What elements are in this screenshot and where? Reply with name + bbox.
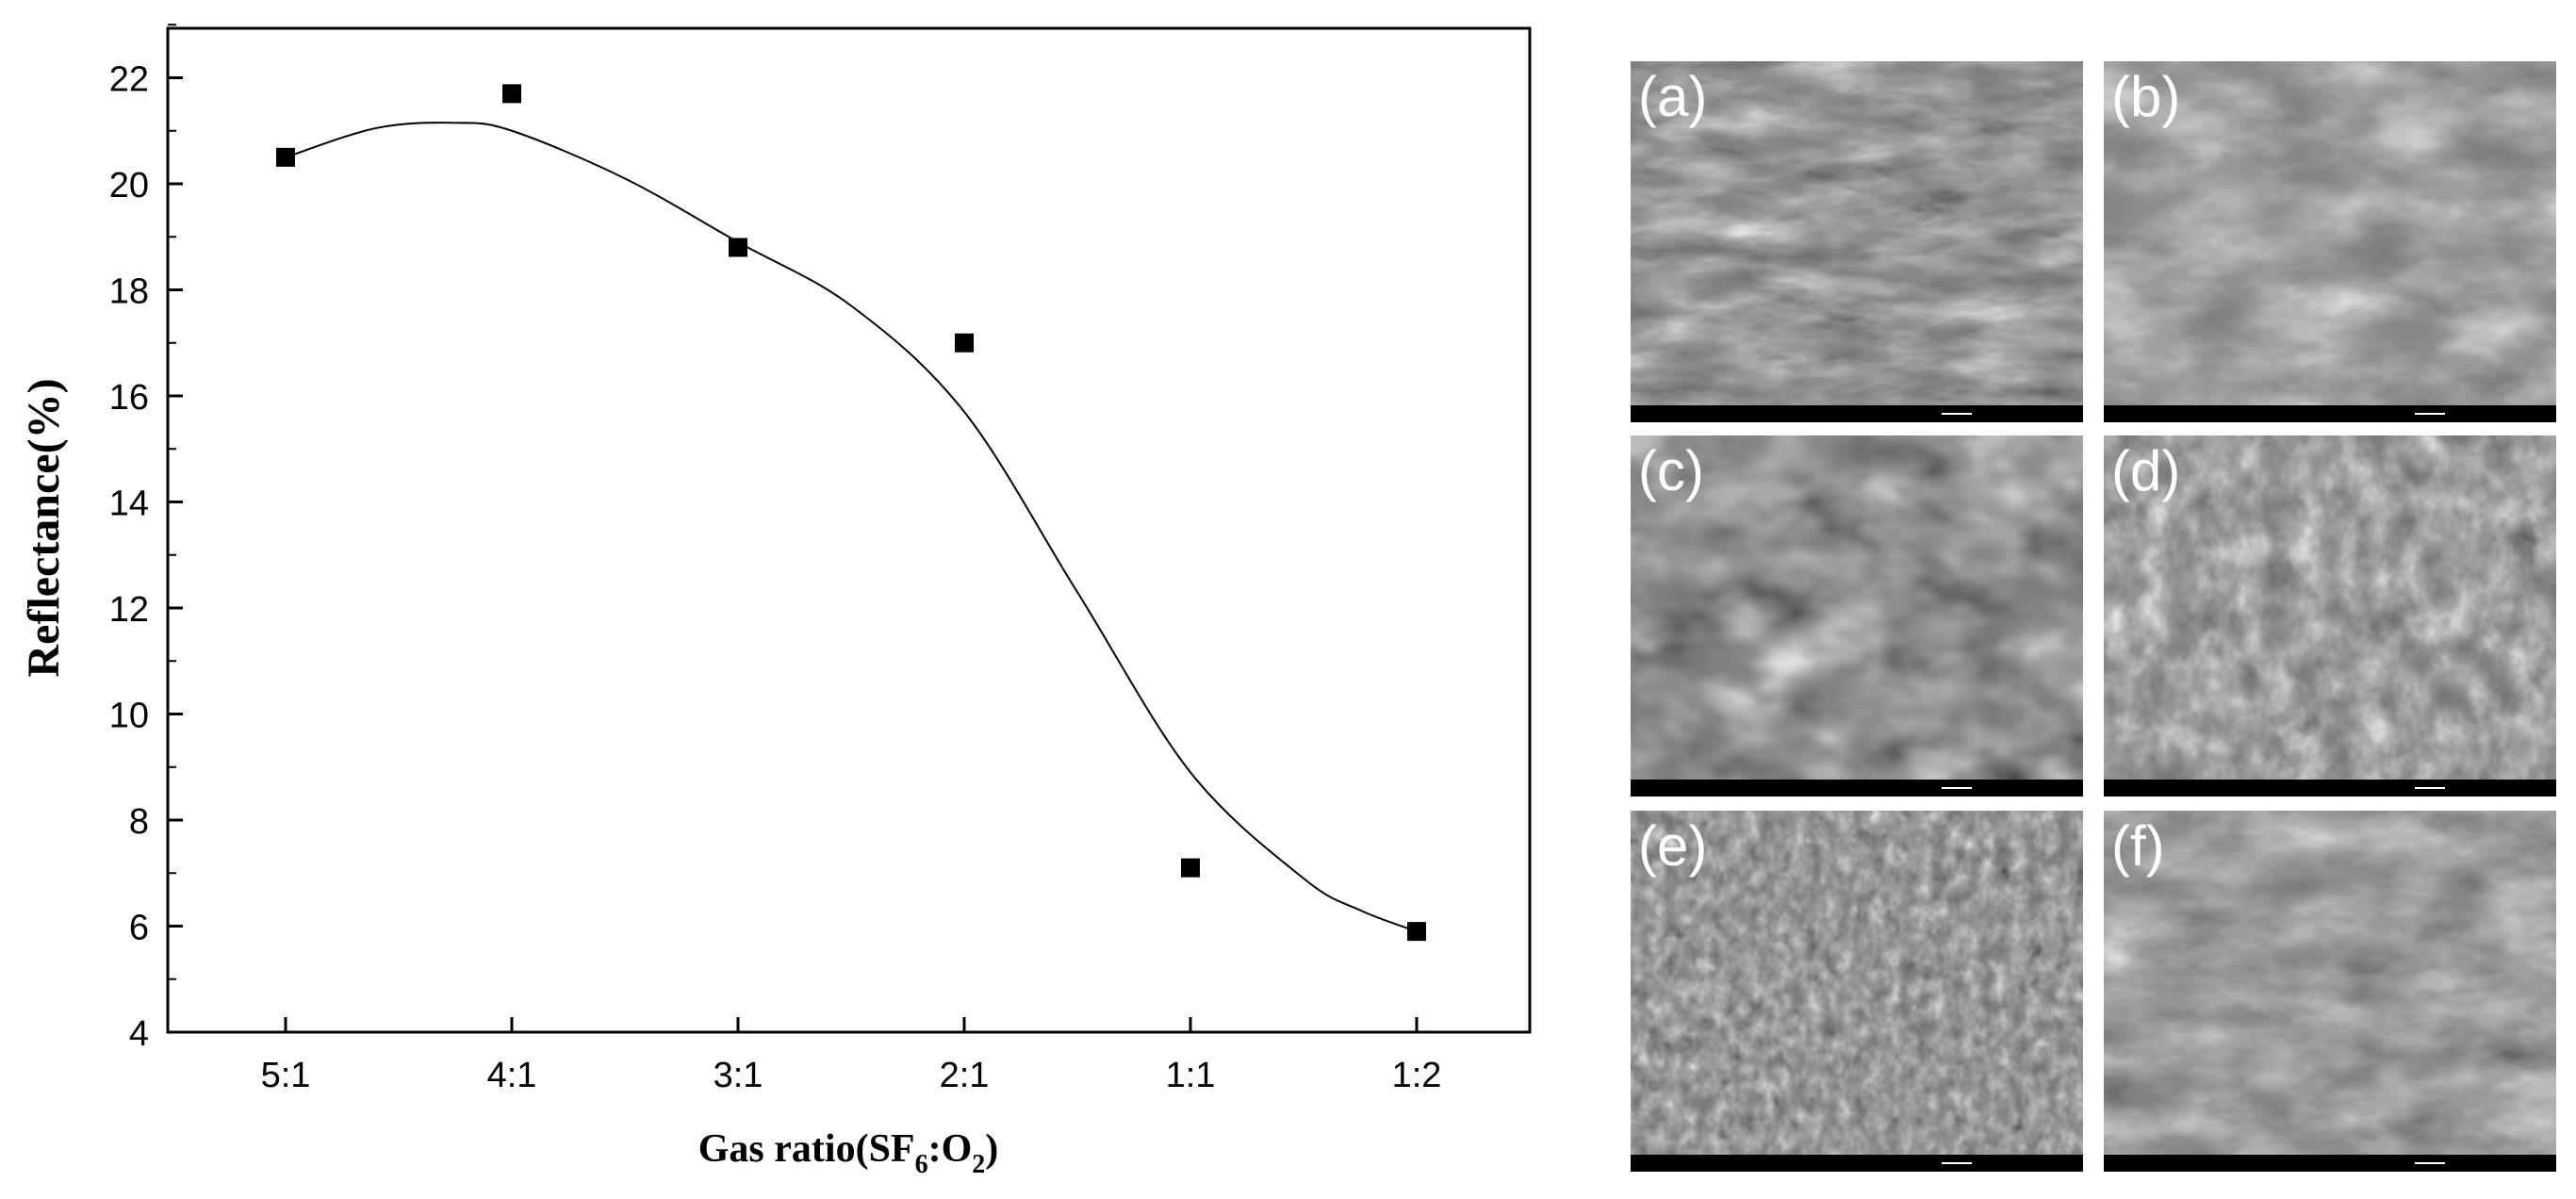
sem-scale-bar-strip bbox=[1631, 780, 2083, 797]
data-points-layer bbox=[276, 84, 1426, 942]
sem-panel: (b) bbox=[2104, 61, 2556, 422]
sem-scale-bar-strip bbox=[2104, 405, 2556, 422]
panel-label: (e) bbox=[1638, 814, 1707, 878]
sem-scale-bar-strip bbox=[1631, 1155, 2083, 1172]
data-point bbox=[276, 147, 295, 167]
x-axis-title-part: ) bbox=[985, 1127, 998, 1171]
sem-panel: (e) bbox=[1631, 811, 2083, 1172]
data-point bbox=[1407, 922, 1426, 942]
y-axis: 4 6 8 10 12 14 16 18 20 22 bbox=[109, 24, 183, 1054]
sem-micrograph-dense-pyramids bbox=[2104, 435, 2556, 780]
y-tick-label: 18 bbox=[109, 272, 149, 312]
sem-panel: (a) bbox=[1631, 61, 2083, 422]
panel-label: (a) bbox=[1638, 65, 1707, 128]
y-axis-title: Reflectance(%) bbox=[19, 378, 69, 677]
y-tick-label: 22 bbox=[109, 60, 149, 100]
y-tick-label: 10 bbox=[109, 697, 149, 736]
sem-scale-bar-strip bbox=[2104, 780, 2556, 797]
sem-micrograph-broad-cones bbox=[2104, 61, 2556, 405]
x-axis-title-part: Gas ratio(SF bbox=[698, 1127, 915, 1171]
fit-curve bbox=[285, 122, 1418, 933]
y-tick-label: 4 bbox=[129, 1014, 149, 1054]
sem-micrograph-broad-pyramids bbox=[2104, 811, 2556, 1155]
sem-scale-bar-strip bbox=[2104, 1155, 2556, 1172]
sem-image-grid: (a) (b) (c) (d) (e) (f) bbox=[1631, 61, 2556, 1172]
sem-micrograph-fine-spikes bbox=[1631, 811, 2083, 1155]
fit-curve-layer bbox=[285, 122, 1418, 933]
panel-label: (b) bbox=[2111, 65, 2180, 128]
x-tick-label: 1:1 bbox=[1166, 1056, 1216, 1095]
reflectance-chart: 4 6 8 10 12 14 16 18 20 22 5:1 4:1 3:1 2:1 1:1 1:2 Ref… bbox=[19, 24, 1532, 1179]
x-axis-title: Gas ratio(SF6:O2) bbox=[698, 1127, 998, 1179]
sem-panel: (c) bbox=[1631, 435, 2083, 797]
sem-panel: (f) bbox=[2104, 811, 2556, 1172]
x-axis-title-part: :O bbox=[928, 1127, 973, 1171]
sem-scale-bar-strip bbox=[1631, 405, 2083, 422]
x-tick-label: 1:2 bbox=[1392, 1056, 1442, 1095]
y-tick-label: 20 bbox=[109, 166, 149, 205]
data-point bbox=[955, 333, 974, 353]
panel-label: (c) bbox=[1638, 439, 1704, 502]
data-point bbox=[1181, 858, 1200, 878]
y-tick-label: 8 bbox=[129, 802, 149, 842]
y-tick-label: 16 bbox=[109, 378, 149, 418]
data-point bbox=[729, 238, 747, 257]
sem-micrograph-ridged-cones bbox=[1631, 61, 2083, 405]
plot-frame bbox=[166, 26, 1532, 1034]
x-tick-label: 5:1 bbox=[261, 1056, 311, 1095]
x-axis-title-subscript: 2 bbox=[972, 1150, 985, 1179]
sem-micrograph-large-pyramids bbox=[1631, 435, 2083, 780]
x-tick-label: 4:1 bbox=[487, 1056, 537, 1095]
x-axis-title-subscript: 6 bbox=[915, 1150, 928, 1179]
y-tick-label: 6 bbox=[129, 909, 149, 948]
panel-label: (d) bbox=[2111, 439, 2180, 502]
sem-panel: (d) bbox=[2104, 435, 2556, 797]
x-axis: 5:1 4:1 3:1 2:1 1:1 1:2 bbox=[261, 1017, 1442, 1095]
x-tick-label: 2:1 bbox=[940, 1056, 990, 1095]
y-tick-label: 14 bbox=[109, 485, 149, 524]
x-tick-label: 3:1 bbox=[714, 1056, 763, 1095]
y-tick-label: 12 bbox=[109, 590, 149, 630]
data-point bbox=[502, 84, 521, 104]
panel-label: (f) bbox=[2111, 814, 2165, 878]
